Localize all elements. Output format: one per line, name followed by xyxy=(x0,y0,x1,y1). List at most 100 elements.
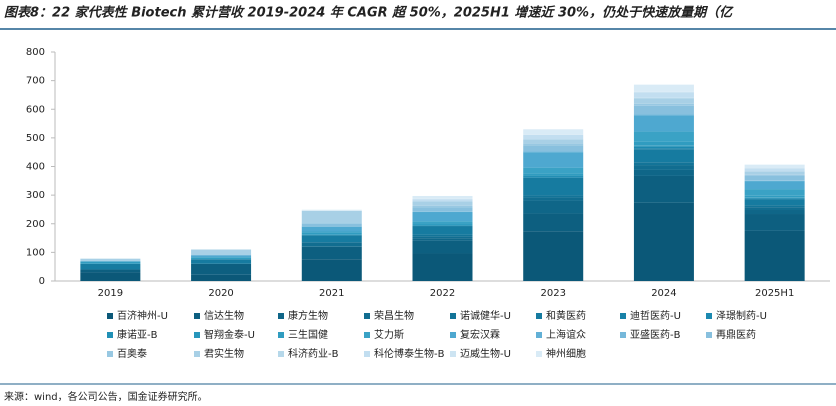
bar-segment xyxy=(744,175,805,181)
legend-swatch xyxy=(278,332,284,338)
legend-swatch xyxy=(278,351,284,357)
bar-segment xyxy=(744,174,805,176)
bar-segment xyxy=(412,212,473,222)
bar-segment xyxy=(191,254,252,256)
bar-segment xyxy=(523,176,584,178)
legend-label: 智翔金泰-U xyxy=(204,328,255,341)
bar-segment xyxy=(523,213,584,232)
legend-label: 泽璟制药-U xyxy=(716,309,767,322)
bar-segment xyxy=(301,209,362,211)
legend-swatch xyxy=(536,351,542,357)
bar-segment xyxy=(301,232,362,235)
legend-label: 诺诚健华-U xyxy=(460,309,511,322)
bar-segment xyxy=(633,162,694,166)
x-tick-label: 2024 xyxy=(651,288,676,299)
legend-label: 科济药业-B xyxy=(288,347,339,360)
bar-segment xyxy=(80,258,141,261)
y-tick-label: 700 xyxy=(26,76,45,87)
bar-segment xyxy=(191,274,252,281)
bar-segment xyxy=(523,151,584,153)
bar-segment xyxy=(744,205,805,208)
bar-segment xyxy=(191,259,252,264)
bar-segment xyxy=(633,202,694,281)
bar-segment xyxy=(301,210,362,223)
x-tick-label: 2019 xyxy=(98,288,123,299)
bar-segment xyxy=(301,226,362,232)
bar-segment xyxy=(191,255,252,258)
legend-label: 复宏汉霖 xyxy=(460,328,500,341)
bar-segment xyxy=(744,230,805,281)
legend-label: 上海谊众 xyxy=(546,328,586,341)
bar-segment xyxy=(744,214,805,231)
y-tick-label: 0 xyxy=(39,276,45,287)
bar-segment xyxy=(523,151,584,152)
legend-swatch xyxy=(620,332,626,338)
bar-segment xyxy=(301,246,362,247)
bar-segment xyxy=(80,261,141,264)
bar-segment xyxy=(301,242,362,247)
legend-label: 艾力斯 xyxy=(374,328,404,341)
bar-segment xyxy=(633,175,694,203)
legend-label: 亚盛医药-B xyxy=(630,328,681,341)
bar-segment xyxy=(412,253,473,281)
y-tick-label: 600 xyxy=(26,104,45,115)
legend-swatch xyxy=(450,332,456,338)
legend-label: 神州细胞 xyxy=(546,347,586,360)
legend-swatch xyxy=(278,313,284,319)
bar-segment xyxy=(412,234,473,237)
bar-segment xyxy=(523,195,584,198)
bar-segment xyxy=(523,200,584,214)
legend-label: 科伦博泰生物-B xyxy=(374,347,445,360)
bar-segment xyxy=(412,223,473,226)
bar-segment xyxy=(301,259,362,281)
legend-swatch xyxy=(620,313,626,319)
bar-segment xyxy=(633,165,694,170)
legend-swatch xyxy=(194,351,200,357)
bar-segment xyxy=(412,240,473,254)
legend-label: 和黄医药 xyxy=(546,309,586,322)
bar-segment xyxy=(191,263,252,275)
bar-segment xyxy=(744,181,805,190)
bar-segment xyxy=(633,103,694,106)
legend-swatch xyxy=(107,351,113,357)
legend-swatch xyxy=(107,313,113,319)
bar-segment xyxy=(633,105,694,115)
bar-segment xyxy=(633,169,694,176)
bar-segment xyxy=(412,199,473,202)
legend-label: 再鼎医药 xyxy=(716,329,756,341)
bar-segment xyxy=(412,226,473,235)
legend-swatch xyxy=(706,313,712,319)
legend-label: 百奥泰 xyxy=(117,347,147,360)
legend-label: 君实生物 xyxy=(204,347,244,360)
bar-segment xyxy=(633,98,694,104)
bar-segment xyxy=(633,149,694,163)
bar-segment xyxy=(633,92,694,98)
bar-segment xyxy=(744,168,805,172)
bar-segment xyxy=(412,195,473,199)
bar-segment xyxy=(412,207,473,212)
legend-swatch xyxy=(364,351,370,357)
legend-swatch xyxy=(536,313,542,319)
bar-segment xyxy=(523,145,584,152)
bar-segment xyxy=(744,198,805,200)
x-tick-label: 2022 xyxy=(430,288,455,299)
bar-segment xyxy=(523,173,584,176)
bar-segment xyxy=(633,97,694,99)
bar-segment xyxy=(412,236,473,239)
x-tick-label: 2025H1 xyxy=(755,288,794,299)
legend-swatch xyxy=(194,332,200,338)
y-tick-label: 300 xyxy=(26,190,45,201)
bar-segment xyxy=(523,197,584,201)
y-tick-label: 100 xyxy=(26,247,45,258)
legend-label: 三生国健 xyxy=(288,328,328,341)
bar-segment xyxy=(633,84,694,92)
legend-swatch xyxy=(536,332,542,338)
legend-swatch xyxy=(450,313,456,319)
bar-segment xyxy=(744,180,805,181)
bar-segment xyxy=(523,167,584,174)
bar-segment xyxy=(523,177,584,196)
bar-segment xyxy=(301,222,362,224)
legend-label: 迈威生物-U xyxy=(460,347,511,360)
bar-segment xyxy=(523,152,584,168)
